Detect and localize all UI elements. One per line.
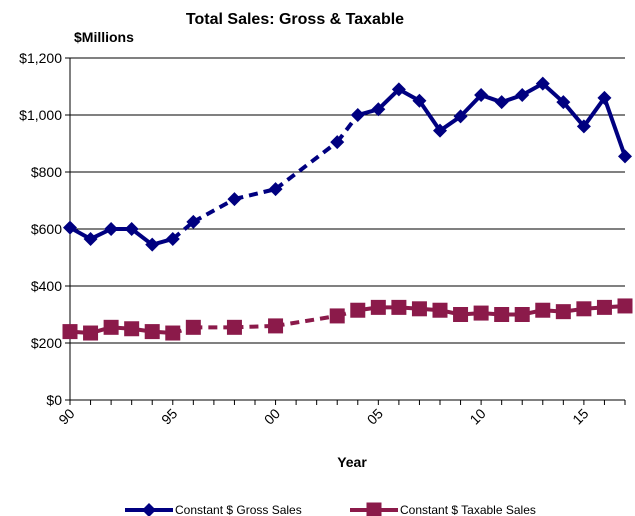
series-line-segment	[602, 97, 627, 157]
data-point	[186, 214, 201, 229]
data-point	[391, 82, 406, 97]
data-point	[350, 108, 365, 122]
data-point	[185, 319, 201, 335]
data-point	[515, 88, 530, 103]
series-line-segment	[192, 197, 236, 224]
x-tick-label: 95	[158, 405, 180, 427]
legend-item: Constant $ Gross Sales	[125, 503, 302, 516]
legend: Constant $ Gross Sales Constant $ Taxable…	[125, 502, 536, 516]
y-tick-label: $0	[46, 392, 62, 408]
x-axis-label: Year	[337, 454, 367, 470]
data-point	[330, 135, 345, 150]
x-tick-label: 10	[466, 405, 488, 427]
series-line-segment	[274, 140, 339, 191]
data-point	[268, 318, 284, 334]
series-line-segment	[335, 113, 360, 144]
data-point	[371, 102, 386, 117]
x-tick-label: 00	[261, 405, 283, 427]
y-tick-label: $600	[31, 221, 62, 237]
chart-title: Total Sales: Gross & Taxable	[186, 11, 404, 28]
legend-item: Constant $ Taxable Sales	[350, 502, 536, 516]
data-point	[83, 325, 99, 341]
plot-series	[62, 76, 633, 341]
x-tick-label: 90	[55, 405, 77, 427]
series-line-segment	[582, 96, 607, 128]
data-point	[494, 307, 510, 322]
x-tick-label: 15	[569, 405, 591, 427]
data-point	[474, 88, 489, 103]
x-axis-ticks: 90 95 00 05 10 15	[55, 400, 626, 428]
data-point	[412, 93, 427, 108]
gridlines	[70, 57, 625, 344]
data-point	[453, 307, 469, 322]
y-tick-label: $1,200	[19, 50, 62, 66]
y-tick-label: $200	[31, 335, 62, 351]
data-point	[494, 95, 509, 110]
data-point	[165, 231, 180, 246]
data-point	[62, 324, 78, 340]
data-point	[103, 319, 119, 335]
data-point	[411, 301, 427, 317]
data-point	[391, 299, 407, 315]
data-point	[83, 231, 98, 246]
data-point	[473, 305, 489, 321]
data-point	[63, 220, 77, 235]
legend-label: Constant $ Gross Sales	[175, 503, 302, 516]
data-point	[617, 298, 633, 314]
data-point	[535, 302, 551, 318]
data-point	[576, 119, 591, 134]
data-point	[556, 95, 571, 110]
series-line-segment	[233, 187, 277, 202]
data-point	[432, 302, 448, 318]
data-point	[268, 182, 283, 197]
data-point	[144, 324, 160, 340]
data-point	[329, 308, 345, 324]
data-point	[124, 222, 139, 236]
y-tick-label: $800	[31, 164, 62, 180]
data-point	[226, 319, 242, 335]
series-line-segment	[561, 100, 586, 128]
data-point	[165, 325, 181, 341]
data-point	[597, 90, 612, 105]
data-point	[227, 192, 242, 207]
data-point	[145, 237, 160, 252]
data-point	[555, 304, 571, 320]
legend-swatch-marker	[366, 502, 382, 516]
data-point	[618, 149, 632, 164]
data-point	[535, 76, 550, 91]
series-taxable-sales	[62, 298, 633, 341]
data-point	[514, 307, 530, 322]
data-point	[596, 299, 612, 315]
y-tick-label: $1,000	[19, 107, 62, 123]
data-point	[453, 109, 468, 124]
data-point	[576, 301, 592, 317]
data-point	[433, 123, 447, 138]
y-axis-ticks: $0 $200 $400 $600 $800 $1,000 $1,200	[19, 50, 70, 408]
data-point	[370, 299, 386, 315]
legend-swatch-marker	[142, 503, 156, 516]
data-point	[104, 222, 119, 236]
data-point	[124, 321, 140, 337]
legend-label: Constant $ Taxable Sales	[400, 503, 536, 516]
y-tick-label: $400	[31, 278, 62, 294]
x-tick-label: 05	[364, 405, 386, 427]
y-axis-unit-label: $Millions	[74, 29, 134, 45]
series-line-segment	[275, 313, 338, 328]
series-gross-sales	[63, 76, 632, 252]
data-point	[350, 302, 366, 318]
series-line-segment	[417, 99, 442, 132]
